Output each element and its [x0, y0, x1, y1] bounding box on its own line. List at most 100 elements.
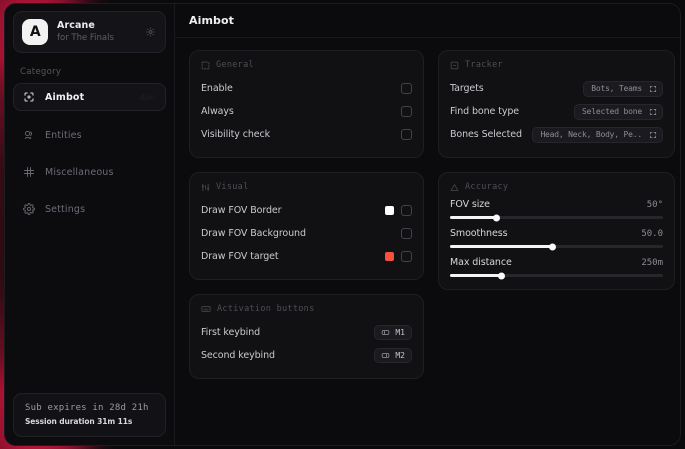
row-bones-selected: Bones Selected Head, Neck, Body, Pe.. — [450, 123, 663, 146]
triangle-icon — [450, 183, 459, 192]
left-column: General Enable Always — [189, 50, 424, 379]
draw-fov-background-checkbox[interactable] — [401, 228, 412, 239]
sidebar-item-miscellaneous[interactable]: Miscellaneous — [14, 159, 166, 185]
fov-target-color-swatch[interactable] — [385, 252, 394, 261]
smoothness-slider-track[interactable] — [450, 243, 663, 250]
enable-checkbox[interactable] — [401, 83, 412, 94]
max-distance-slider-track[interactable] — [450, 272, 663, 279]
right-column: Tracker Targets Bots, Teams — [438, 50, 675, 290]
row-label: Enable — [201, 83, 233, 94]
expand-icon — [649, 85, 657, 93]
row-label: Draw FOV target — [201, 251, 279, 262]
tracker-icon — [450, 61, 459, 70]
slider-value: 50.0 — [641, 229, 663, 239]
slider-header: FOV size 50° — [450, 199, 663, 210]
panel-title: Activation buttons — [217, 304, 315, 314]
row-draw-fov-target: Draw FOV target — [201, 245, 412, 268]
targets-dropdown[interactable]: Bots, Teams — [583, 80, 663, 97]
panel-activation-header: Activation buttons — [201, 304, 412, 314]
fov-size-slider-track[interactable] — [450, 214, 663, 221]
app-name: Arcane — [57, 20, 95, 32]
slider-value: 50° — [646, 200, 663, 210]
row-first-keybind: First keybind M1 — [201, 321, 412, 344]
sidebar-item-settings[interactable]: Settings — [14, 196, 166, 222]
panel-accuracy: Accuracy FOV size 50° — [438, 172, 675, 290]
gear-icon — [23, 203, 36, 215]
bones-selected-dropdown[interactable]: Head, Neck, Body, Pe.. — [532, 126, 663, 143]
slider-knob[interactable] — [548, 243, 556, 250]
find-bone-type-value: Selected bone — [581, 107, 642, 116]
row-control — [385, 251, 412, 262]
slider-knob[interactable] — [493, 214, 501, 221]
mouse-icon — [381, 351, 390, 360]
row-label: First keybind — [201, 327, 261, 338]
dashed-square-icon — [201, 61, 210, 70]
row-control — [401, 228, 412, 239]
category-label: Category — [20, 67, 62, 77]
subscription-card: Sub expires in 28d 21h Session duration … — [13, 393, 166, 437]
targets-value: Bots, Teams — [591, 84, 642, 93]
slider-max-distance: Max distance 250m — [450, 257, 663, 279]
row-control — [401, 129, 412, 140]
session-duration: Session duration 31m 11s — [25, 417, 133, 426]
slider-label: Smoothness — [450, 228, 508, 239]
visibility-check-checkbox[interactable] — [401, 129, 412, 140]
sidebar: A Arcane for The Finals Category — [5, 4, 175, 445]
first-keybind-value: M1 — [395, 328, 405, 337]
panel-visual: Visual Draw FOV Border Draw FOV Backgrou… — [189, 172, 424, 280]
slider-label: Max distance — [450, 257, 512, 268]
second-keybind-value: M2 — [395, 351, 405, 360]
row-enable: Enable — [201, 77, 412, 100]
crosshair-icon — [23, 91, 36, 103]
sidebar-item-label: Entities — [45, 129, 82, 141]
profile-text: Arcane for The Finals — [57, 20, 114, 44]
panel-title: Visual — [216, 182, 249, 192]
first-keybind-button[interactable]: M1 — [374, 325, 412, 340]
slider-label: FOV size — [450, 199, 490, 210]
row-control — [401, 106, 412, 117]
expand-icon — [649, 108, 657, 116]
row-label: Draw FOV Border — [201, 205, 282, 216]
sidebar-item-label: Miscellaneous — [45, 166, 114, 178]
slider-knob[interactable] — [497, 272, 505, 279]
panel-title: Tracker — [465, 60, 503, 70]
slider-fill — [450, 216, 497, 219]
slider-smoothness: Smoothness 50.0 — [450, 228, 663, 250]
panel-title: Accuracy — [465, 182, 509, 192]
second-keybind-button[interactable]: M2 — [374, 348, 412, 363]
row-second-keybind: Second keybind M2 — [201, 344, 412, 367]
sidebar-item-label: Aimbot — [45, 91, 85, 103]
bones-selected-value: Head, Neck, Body, Pe.. — [540, 130, 642, 139]
row-label: Always — [201, 106, 234, 117]
grid-icon — [23, 166, 36, 178]
row-targets: Targets Bots, Teams — [450, 77, 663, 100]
draw-fov-target-checkbox[interactable] — [401, 251, 412, 262]
draw-fov-border-checkbox[interactable] — [401, 205, 412, 216]
panel-general-header: General — [201, 60, 412, 70]
row-draw-fov-background: Draw FOV Background — [201, 222, 412, 245]
find-bone-type-dropdown[interactable]: Selected bone — [573, 103, 663, 120]
panel-tracker-header: Tracker — [450, 60, 663, 70]
slider-fill — [450, 245, 553, 248]
sliders-icon — [201, 183, 210, 192]
profile-card[interactable]: A Arcane for The Finals — [13, 11, 166, 53]
panel-accuracy-header: Accuracy — [450, 182, 663, 192]
mouse-icon — [381, 328, 390, 337]
main-content: Aimbot General — [175, 4, 680, 445]
sidebar-item-aimbot[interactable]: Aimbot Aim — [13, 83, 166, 111]
panel-tracker: Tracker Targets Bots, Teams — [438, 50, 675, 158]
slider-header: Smoothness 50.0 — [450, 228, 663, 239]
sidebar-item-entities[interactable]: Entities — [14, 122, 166, 148]
sidebar-item-label: Settings — [45, 203, 86, 215]
gear-icon[interactable] — [145, 27, 156, 38]
panel-columns: General Enable Always — [175, 38, 680, 445]
row-visibility-check: Visibility check — [201, 123, 412, 146]
slider-fov-size: FOV size 50° — [450, 199, 663, 221]
app-window: A Arcane for The Finals Category — [4, 3, 681, 446]
fov-border-color-swatch[interactable] — [385, 206, 394, 215]
always-checkbox[interactable] — [401, 106, 412, 117]
panel-title: General — [216, 60, 254, 70]
row-label: Visibility check — [201, 129, 271, 140]
panel-visual-header: Visual — [201, 182, 412, 192]
